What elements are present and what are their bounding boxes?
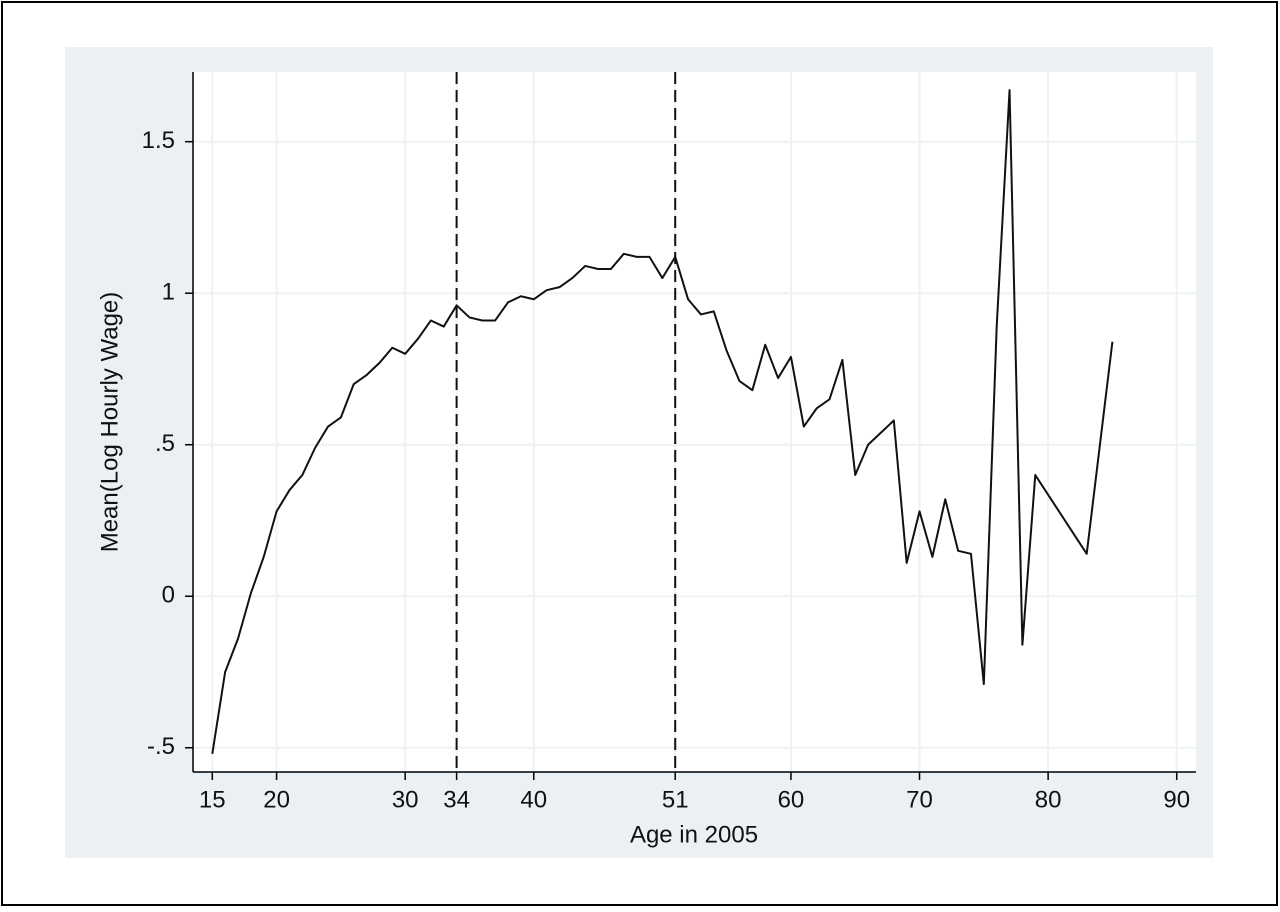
y-tick-label: 0 <box>162 582 175 609</box>
y-tick-label: 1 <box>162 279 175 306</box>
plot-area <box>193 72 1196 772</box>
x-tick-label: 51 <box>662 786 689 813</box>
y-axis-title: Mean(Log Hourly Wage) <box>96 292 123 553</box>
x-tick-label: 90 <box>1163 786 1190 813</box>
x-tick-label: 60 <box>778 786 805 813</box>
data-line <box>211 89 1114 754</box>
x-tick-label: 40 <box>520 786 547 813</box>
y-tick-label: 1.5 <box>142 127 175 154</box>
y-tick-label: .5 <box>155 430 175 457</box>
x-tick-label: 20 <box>263 786 290 813</box>
y-tick-label: -.5 <box>147 733 175 760</box>
x-tick-label: 15 <box>199 786 226 813</box>
x-tick-label: 80 <box>1035 786 1062 813</box>
x-tick-label: 70 <box>906 786 933 813</box>
x-tick-label: 34 <box>443 786 470 813</box>
x-tick-label: 30 <box>392 786 419 813</box>
x-axis-title: Age in 2005 <box>630 821 758 848</box>
